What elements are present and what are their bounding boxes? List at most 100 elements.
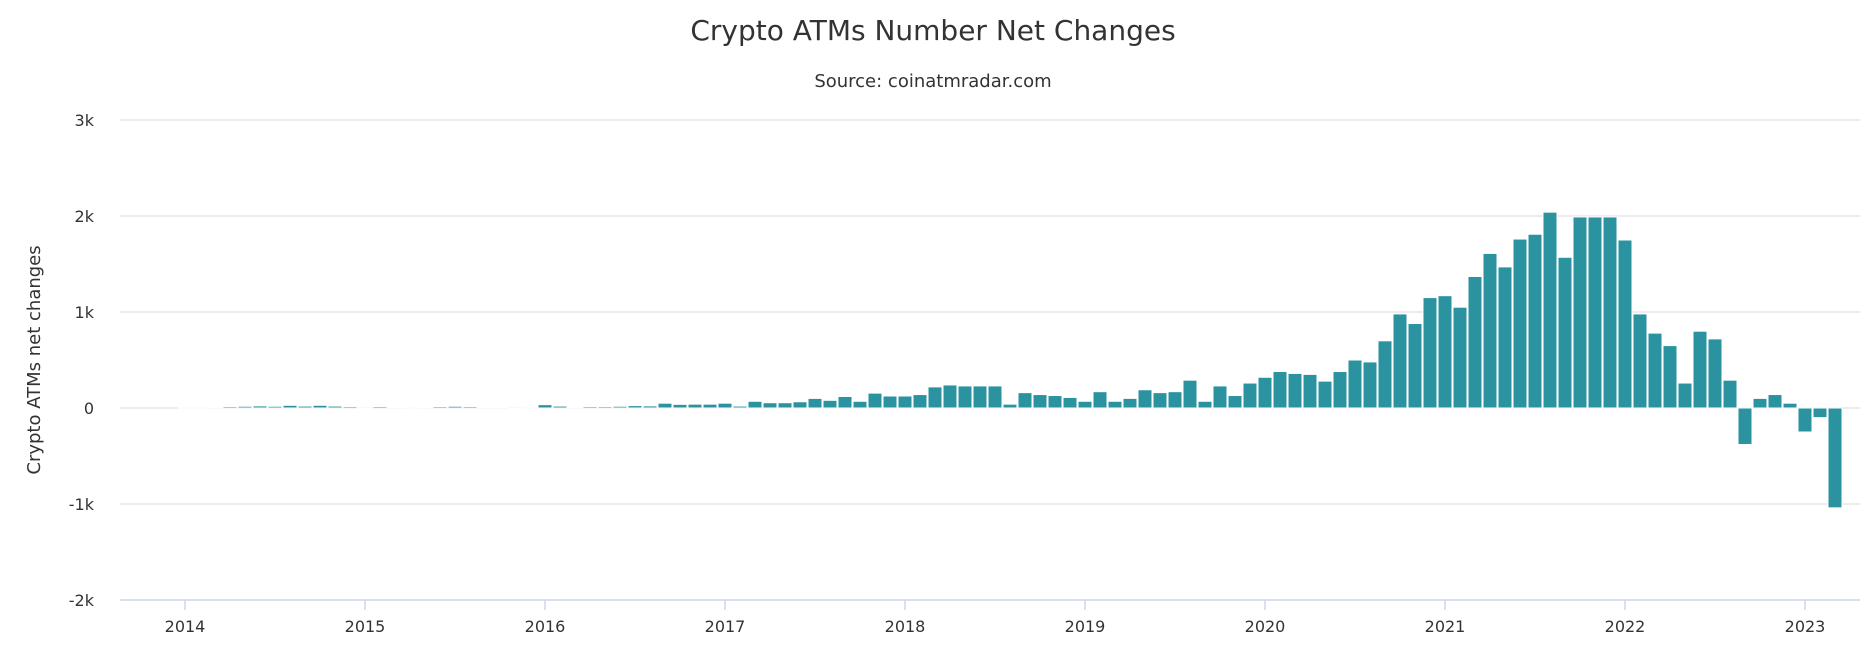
bar[interactable] [1062,396,1078,409]
bar[interactable] [777,402,793,409]
bar[interactable] [477,406,493,409]
bar[interactable] [882,395,898,409]
bar[interactable] [1497,266,1513,409]
bar[interactable] [927,386,943,409]
bar[interactable] [852,400,868,409]
bar[interactable] [1272,371,1288,409]
bar[interactable] [1242,382,1258,409]
bar[interactable] [1437,295,1453,409]
bar[interactable] [252,405,268,409]
bar[interactable] [1152,392,1168,409]
bar[interactable] [1557,256,1573,409]
bar[interactable] [237,405,253,409]
bar[interactable] [1692,330,1708,409]
bar[interactable] [1632,313,1648,409]
bar[interactable] [1047,395,1063,409]
bar[interactable] [1347,359,1363,409]
bar[interactable] [372,406,388,409]
bar[interactable] [207,406,223,409]
bar[interactable] [837,395,853,409]
bar[interactable] [1077,400,1093,409]
bar[interactable] [312,404,328,409]
bar[interactable] [1122,397,1138,409]
bar[interactable] [1707,338,1723,409]
bar[interactable] [1377,340,1393,409]
bar[interactable] [1407,323,1423,409]
bar[interactable] [762,402,778,409]
bar[interactable] [327,405,343,409]
bar[interactable] [462,406,478,409]
bar[interactable] [1107,400,1123,409]
bar[interactable] [1167,391,1183,409]
bar[interactable] [342,406,358,409]
bar[interactable] [1032,394,1048,409]
bar[interactable] [1662,345,1678,409]
bar[interactable] [1827,407,1843,509]
bar[interactable] [957,385,973,409]
bar[interactable] [297,405,313,409]
bar[interactable] [1317,380,1333,409]
bar[interactable] [192,407,208,409]
bar[interactable] [792,401,808,409]
bar[interactable] [1302,373,1318,409]
bar[interactable] [1647,332,1663,409]
bar[interactable] [582,406,598,409]
bar[interactable] [1137,389,1153,409]
bar[interactable] [1542,211,1558,409]
bar[interactable] [627,405,643,409]
bar[interactable] [1332,371,1348,409]
bar[interactable] [447,405,463,409]
bar[interactable] [1017,392,1033,409]
bar[interactable] [642,405,658,409]
bar[interactable] [1512,238,1528,409]
bar[interactable] [1602,216,1618,409]
bar[interactable] [657,402,673,409]
bar[interactable] [1287,372,1303,409]
bar[interactable] [402,407,418,409]
bar[interactable] [867,392,883,409]
bar[interactable] [1752,397,1768,409]
bar[interactable] [1362,361,1378,409]
bar[interactable] [1212,385,1228,409]
bar[interactable] [537,404,553,409]
bar[interactable] [567,407,583,409]
bar[interactable] [1722,379,1738,409]
bar[interactable] [1227,395,1243,409]
bar[interactable] [1197,400,1213,409]
bar[interactable] [552,405,568,409]
bar[interactable] [597,406,613,409]
bar[interactable] [717,402,733,409]
bar[interactable] [492,407,508,409]
bar[interactable] [732,405,748,409]
bar[interactable] [612,405,628,409]
bar[interactable] [1677,382,1693,409]
bar[interactable] [222,406,238,409]
bar[interactable] [387,407,403,409]
bar[interactable] [897,395,913,409]
bar[interactable] [1812,407,1828,419]
bar[interactable] [507,407,523,409]
bar[interactable] [522,407,538,409]
bar[interactable] [357,407,373,409]
bar[interactable] [972,385,988,409]
bar[interactable] [987,385,1003,409]
bar[interactable] [1422,297,1438,409]
bar[interactable] [1002,403,1018,409]
bar[interactable] [282,404,298,409]
bar[interactable] [1617,239,1633,409]
bar[interactable] [1392,313,1408,409]
bar[interactable] [432,406,448,409]
bar[interactable] [417,406,433,409]
bar[interactable] [702,403,718,409]
bar[interactable] [747,400,763,409]
bar[interactable] [1467,275,1483,409]
bar[interactable] [1782,402,1798,409]
bar[interactable] [1527,233,1543,409]
bar[interactable] [1257,376,1273,409]
bar[interactable] [1572,216,1588,409]
bar[interactable] [1092,391,1108,409]
bar[interactable] [1797,407,1813,433]
bar[interactable] [1452,306,1468,409]
bar[interactable] [807,397,823,409]
bar[interactable] [912,394,928,409]
